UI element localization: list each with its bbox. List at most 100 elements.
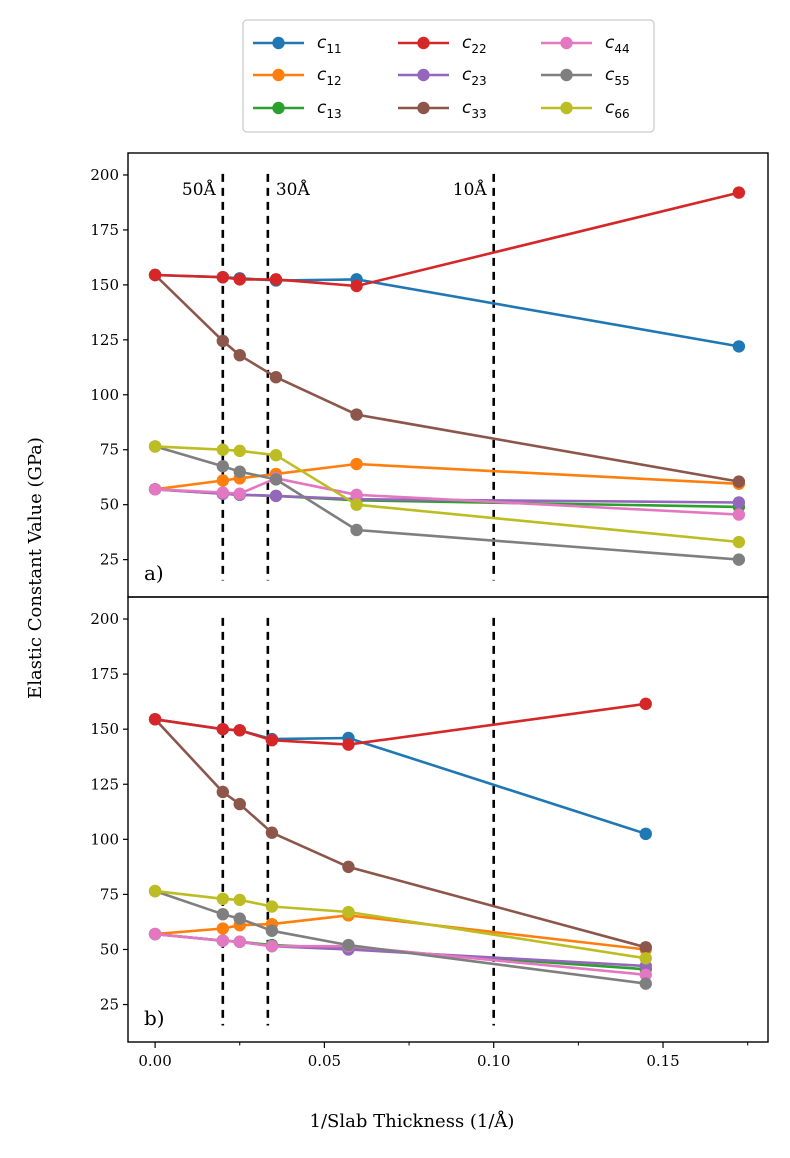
- data-point-c44: [148, 483, 162, 496]
- data-point-c44: [233, 935, 246, 948]
- legend-label: c55: [605, 65, 630, 88]
- legend-label: c22: [462, 33, 487, 56]
- panel-b: 25 50 75 100 125 150 175 200 b): [90, 596, 769, 1043]
- legend-marker: [560, 68, 573, 82]
- data-point-c55: [233, 465, 246, 478]
- y-tick-label: 150: [90, 276, 119, 294]
- y-axis-label: Elastic Constant Value (GPa): [25, 437, 46, 699]
- data-point-c33: [350, 408, 363, 421]
- data-point-c33: [233, 797, 246, 811]
- x-tick-label: 0.10: [477, 1052, 510, 1070]
- data-point-c22: [269, 273, 283, 286]
- data-point-c22: [233, 724, 246, 737]
- legend-entry-c12: c12: [253, 65, 342, 88]
- series-line-c44: [155, 476, 739, 516]
- panel-label: a): [144, 561, 164, 585]
- data-point-c23: [732, 496, 746, 509]
- series-line-c22: [154, 702, 646, 746]
- legend-entry-c22: c22: [398, 33, 487, 56]
- series-line-c55: [154, 445, 740, 561]
- legend-marker: [272, 68, 285, 82]
- reference-line-label: 10Å: [453, 179, 488, 200]
- data-point-c22: [732, 186, 746, 199]
- data-point-c66: [148, 440, 162, 453]
- x-axis: 0.00 0.05 0.10 0.15: [138, 1042, 749, 1070]
- series-c22: [148, 697, 652, 751]
- legend-label: c66: [605, 98, 630, 121]
- data-point-c33: [639, 941, 652, 954]
- legend-label: c11: [317, 33, 342, 56]
- series-line-c22: [155, 191, 740, 288]
- data-point-c66: [216, 892, 230, 906]
- y-tick-label: 75: [100, 441, 119, 459]
- series-c22: [148, 186, 746, 293]
- data-point-c66: [350, 498, 363, 511]
- data-point-c66: [269, 449, 283, 462]
- x-tick-label: 0.00: [138, 1052, 171, 1070]
- legend-marker: [560, 36, 573, 50]
- data-point-c44: [265, 939, 279, 953]
- y-tick-label: 175: [90, 221, 119, 239]
- y-tick-label: 200: [90, 610, 119, 628]
- data-point-c22: [148, 268, 162, 282]
- legend-label: c13: [317, 98, 342, 121]
- data-point-c55: [216, 908, 230, 921]
- x-tick-label: 0.15: [646, 1052, 679, 1070]
- y-tick-label: 100: [90, 386, 119, 404]
- data-point-c55: [265, 924, 279, 937]
- data-point-c55: [269, 473, 283, 486]
- legend-entry-c33: c33: [398, 98, 487, 121]
- reference-line-label: 50Å: [182, 179, 217, 200]
- data-point-c22: [350, 279, 363, 293]
- series-line-c33: [154, 274, 740, 483]
- y-tick-label: 125: [90, 331, 119, 349]
- y-tick-label: 100: [90, 830, 119, 848]
- x-tick-label: 0.05: [308, 1052, 341, 1070]
- legend-label: c12: [317, 65, 342, 88]
- series-line-c66: [154, 889, 646, 960]
- data-point-c44: [350, 488, 363, 501]
- data-point-c55: [639, 977, 652, 990]
- data-point-c55: [732, 553, 746, 566]
- legend-marker: [560, 101, 573, 115]
- data-point-c11: [639, 827, 652, 841]
- panel-a: 25 50 75 100 125 150 175 200 50Å 30Å 10Å a): [90, 152, 769, 598]
- data-point-c44: [639, 968, 652, 982]
- data-point-c66: [265, 900, 279, 913]
- data-point-c66: [216, 443, 230, 456]
- y-tick-label: 50: [100, 940, 119, 958]
- legend-entry-c66: c66: [541, 98, 630, 121]
- legend-entry-c23: c23: [398, 65, 487, 88]
- data-point-c66: [148, 884, 162, 898]
- series-c66: [148, 884, 652, 965]
- legend-entry-c13: c13: [253, 98, 342, 121]
- data-point-c55: [216, 460, 230, 473]
- data-point-c22: [216, 270, 230, 284]
- data-point-c33: [216, 785, 230, 799]
- data-point-c33: [342, 860, 355, 874]
- legend-entry-c55: c55: [541, 65, 630, 88]
- data-point-c55: [350, 523, 363, 537]
- data-point-c44: [148, 927, 162, 941]
- legend-label: c44: [605, 33, 630, 56]
- x-axis-label: 1/Slab Thickness (1/Å): [310, 1110, 515, 1132]
- data-point-c33: [269, 370, 283, 384]
- data-point-c11: [732, 340, 746, 353]
- data-point-c44: [233, 487, 246, 500]
- data-point-c66: [342, 905, 355, 919]
- legend-entry-c44: c44: [541, 33, 630, 56]
- data-point-c44: [732, 508, 746, 521]
- data-point-c55: [342, 938, 355, 952]
- data-point-c44: [216, 934, 230, 947]
- y-tick-label: 200: [90, 166, 119, 184]
- legend-marker: [417, 68, 430, 82]
- data-point-c33: [216, 334, 230, 348]
- series-line-c66: [155, 445, 740, 544]
- legend-marker: [417, 36, 430, 50]
- data-point-c55: [233, 912, 246, 925]
- legend: c11 c12 c13 c22 c23 c33 c44 c55 c66: [242, 19, 655, 133]
- y-tick-label: 150: [90, 720, 119, 738]
- data-point-c66: [233, 444, 246, 458]
